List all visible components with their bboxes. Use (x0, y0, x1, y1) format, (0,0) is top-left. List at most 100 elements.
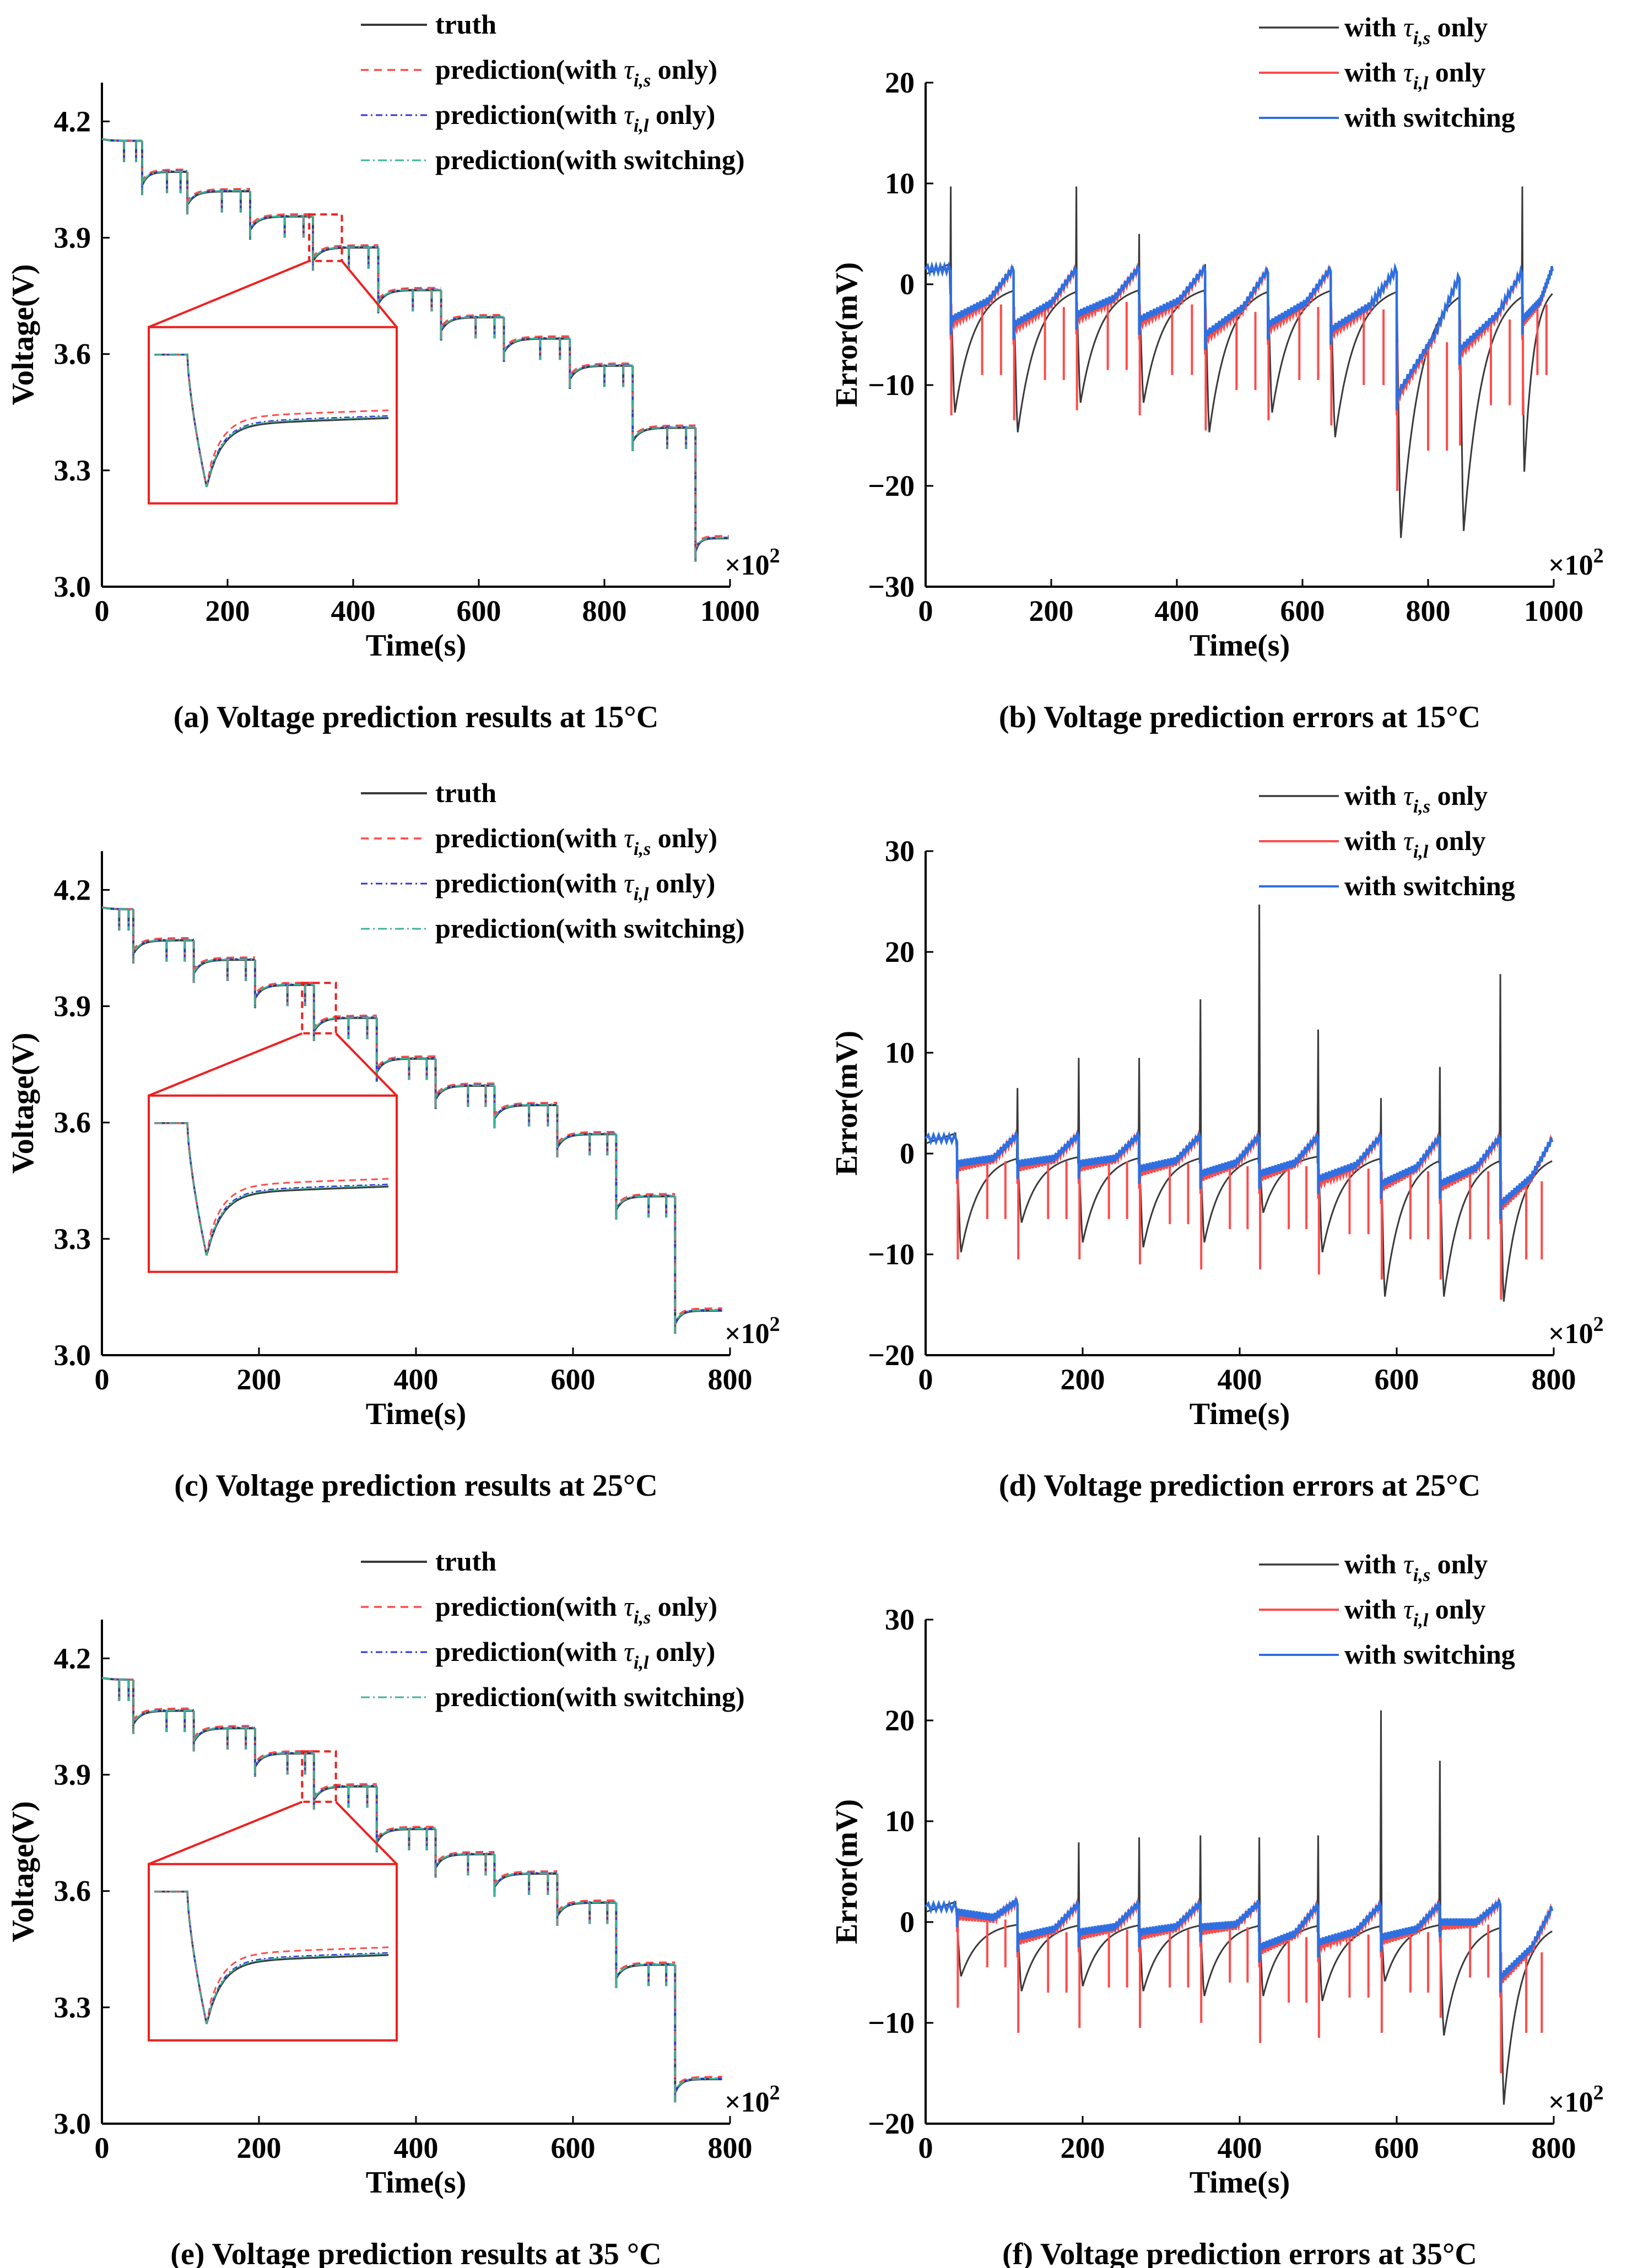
y-tick-label: −20 (868, 1339, 915, 1372)
x-tick-label: 600 (1375, 1363, 1419, 1396)
y-tick-label: 20 (885, 66, 915, 99)
series-error-switching (925, 1131, 1554, 1220)
y-tick-label: 3.0 (54, 570, 91, 603)
x-tick-label: 600 (457, 594, 501, 627)
x-tick-label: 800 (1532, 2131, 1576, 2164)
legend-prediction-long: prediction(with τi,l only) (435, 1636, 715, 1673)
legend-error-tau-s: with τi,s only (1344, 12, 1488, 48)
x-tick-label: 400 (331, 594, 376, 627)
y-tick-label: 4.2 (54, 105, 91, 138)
y-tick-label: 10 (885, 167, 915, 200)
y-tick-label: 3.3 (54, 454, 91, 487)
y-tick-label: 3.6 (54, 1875, 91, 1908)
y-tick-label: 10 (885, 1036, 915, 1069)
legend-prediction-switching: prediction(with switching) (435, 913, 745, 944)
y-tick-label: −20 (868, 2107, 915, 2140)
y-axis-label: Error(mV) (830, 1031, 864, 1176)
y-tick-label: 3.0 (54, 1339, 91, 1372)
x-tick-label: 800 (1406, 594, 1451, 627)
x-tick-label: 200 (1061, 2131, 1105, 2164)
y-tick-label: 3.9 (54, 990, 91, 1023)
zoom-region-box (308, 213, 343, 262)
panel-caption: (e) Voltage prediction results at 35 °C (170, 2237, 661, 2268)
y-tick-label: 0 (900, 1137, 915, 1170)
series-error-tau-l (925, 1895, 1554, 2074)
y-tick-label: 4.2 (54, 873, 91, 906)
x-axis-label: Time(s) (1190, 1397, 1290, 1431)
chart-panel-f: 0 200 400 600 800 −20 −10 0 10 20 30 Time(s) Error(m… (830, 1549, 1604, 2268)
inset-connector (148, 1800, 303, 1865)
panel-caption: (f) Voltage prediction errors at 35°C (1002, 2237, 1477, 2268)
zoom-region-box (301, 982, 337, 1035)
chart-panel-a: 0 200 400 600 800 1000 3.0 3.3 3.6 3.9 4.2 Time(s) V… (6, 9, 780, 734)
y-tick-label: 3.0 (54, 2107, 91, 2140)
x-tick-label: 0 (95, 1363, 110, 1396)
x-axis-label: Time(s) (1190, 2166, 1290, 2200)
x-tick-label: 0 (918, 594, 933, 627)
x-tick-label: 0 (918, 1363, 933, 1396)
legend-prediction-switching: prediction(with switching) (435, 144, 745, 175)
x-tick-label: 600 (1280, 594, 1325, 627)
x-tick-label: 400 (1155, 594, 1199, 627)
series-error-switching (925, 261, 1554, 410)
y-tick-label: 20 (885, 935, 915, 968)
inset-connector (340, 260, 398, 328)
y-axis-label: Voltage(V) (6, 1801, 40, 1942)
y-tick-label: 3.9 (54, 1758, 91, 1791)
x-tick-label: 600 (551, 1363, 596, 1396)
inset-prediction-switching (154, 1891, 389, 2025)
legend-error-tau-s: with τi,s only (1344, 780, 1488, 817)
panel-caption: (a) Voltage prediction results at 15°C (174, 700, 659, 734)
panel-caption: (c) Voltage prediction results at 25°C (174, 1469, 657, 1503)
legend-prediction-short: prediction(with τi,s only) (435, 1591, 717, 1628)
inset-prediction-switching (154, 1122, 389, 1256)
legend-prediction-long: prediction(with τi,l only) (435, 868, 715, 905)
legend-prediction-switching: prediction(with switching) (435, 1681, 745, 1712)
legend-error-tau-s: with τi,s only (1344, 1549, 1488, 1585)
x-multiplier: ×102 (1548, 1313, 1604, 1350)
y-tick-label: −20 (868, 469, 915, 502)
chart-panel-d: 0 200 400 600 800 −20 −10 0 10 20 30 Time(s) Error(m… (830, 780, 1604, 1503)
x-tick-label: 200 (206, 594, 250, 627)
legend-error-switching: with switching (1344, 870, 1515, 901)
x-tick-label: 400 (1218, 1363, 1262, 1396)
panel-caption: (d) Voltage prediction errors at 25°C (999, 1469, 1480, 1503)
x-tick-label: 400 (394, 1363, 439, 1396)
series-prediction-long (101, 906, 722, 1334)
y-tick-label: 3.6 (54, 1106, 91, 1139)
legend-error-switching: with switching (1344, 1639, 1515, 1670)
x-tick-label: 800 (582, 594, 627, 627)
series-prediction-switching (101, 1677, 722, 2103)
y-tick-label: 3.6 (54, 338, 91, 371)
x-tick-label: 1000 (1524, 594, 1583, 627)
inset-prediction-long (154, 354, 389, 488)
y-axis-label: Voltage(V) (6, 264, 40, 405)
legend-error-switching: with switching (1344, 102, 1515, 133)
inset-connector (148, 1032, 303, 1097)
series-error-switching (925, 1898, 1554, 1993)
x-tick-label: 0 (918, 2131, 933, 2164)
y-tick-label: −10 (868, 1238, 915, 1271)
y-axis-label: Error(mV) (830, 1799, 864, 1944)
x-tick-label: 800 (708, 1363, 753, 1396)
y-tick-label: −30 (868, 570, 915, 603)
zoom-region-box (301, 1750, 337, 1803)
legend-prediction-long: prediction(with τi,l only) (435, 99, 715, 136)
y-tick-label: −10 (868, 2006, 915, 2039)
series-error-tau-l (925, 262, 1554, 491)
x-tick-label: 400 (394, 2131, 439, 2164)
panel-caption: (b) Voltage prediction errors at 15°C (999, 700, 1480, 734)
legend-error-tau-l: with τi,l only (1344, 57, 1485, 94)
x-axis-label: Time(s) (366, 1397, 467, 1431)
x-tick-label: 0 (95, 2131, 110, 2164)
x-tick-label: 200 (237, 2131, 282, 2164)
x-tick-label: 600 (1375, 2131, 1419, 2164)
legend-truth: truth (435, 9, 496, 40)
x-tick-label: 200 (237, 1363, 282, 1396)
series-prediction-switching (101, 138, 729, 562)
x-tick-label: 0 (95, 594, 110, 627)
y-tick-label: 10 (885, 1805, 915, 1838)
x-tick-label: 1000 (700, 594, 760, 627)
x-tick-label: 800 (708, 2131, 753, 2164)
